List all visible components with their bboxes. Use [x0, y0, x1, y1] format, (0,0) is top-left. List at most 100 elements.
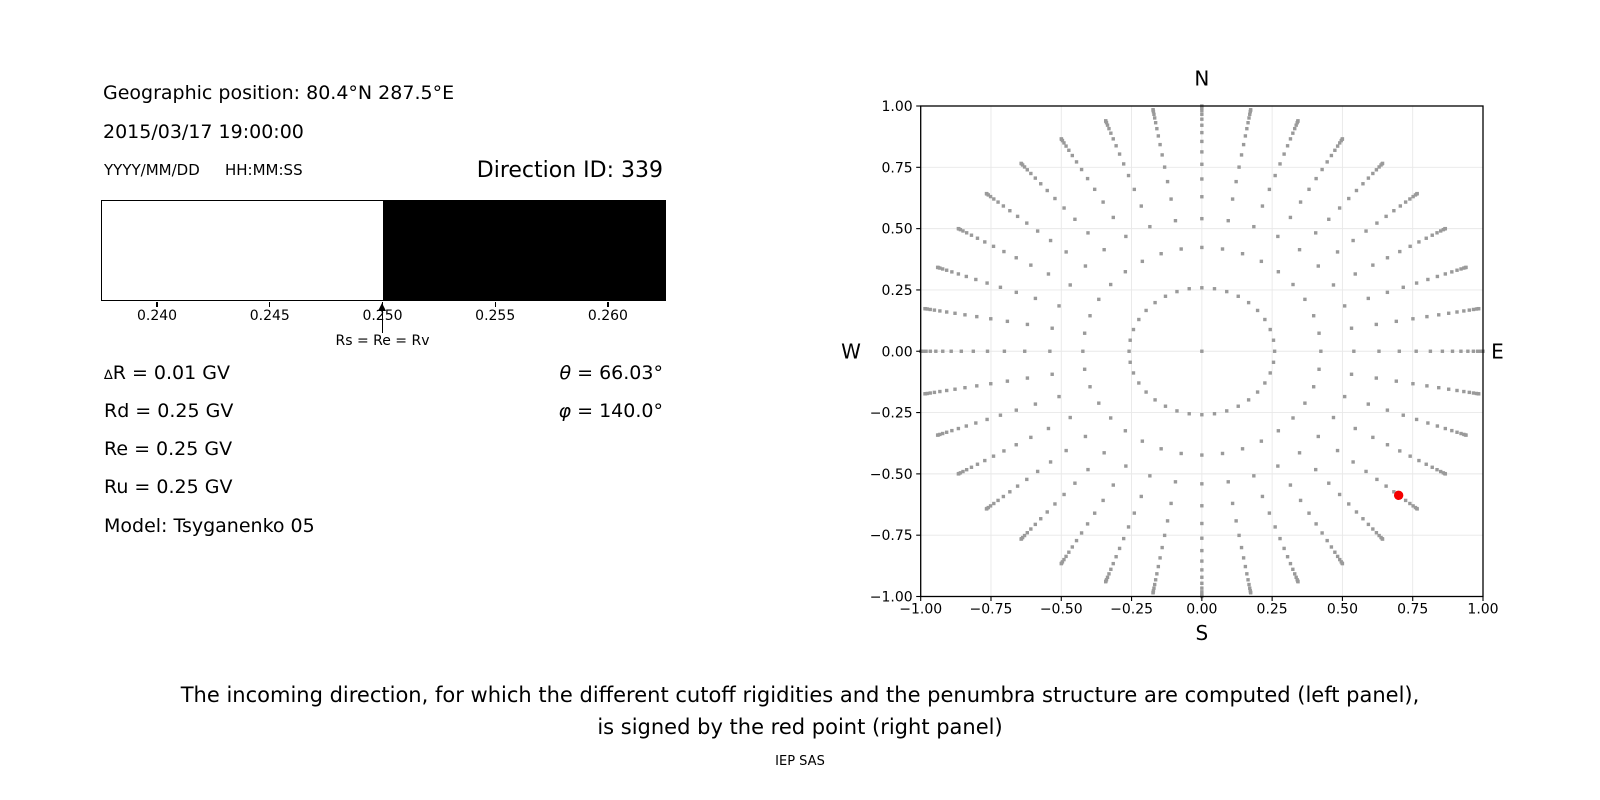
direction-dot [1200, 575, 1204, 579]
direction-dot [1374, 322, 1378, 327]
direction-dot [1366, 402, 1371, 406]
direction-dot [1111, 137, 1115, 141]
direction-dot [1375, 221, 1379, 225]
direction-dot [1455, 430, 1459, 434]
direction-dot [1033, 402, 1038, 406]
direction-dot [1109, 131, 1113, 135]
direction-dot [941, 349, 945, 353]
direction-dot [1160, 153, 1164, 157]
direction-dot [1128, 338, 1132, 342]
direction-dot [1200, 568, 1204, 572]
direction-dot [1158, 142, 1162, 147]
direction-dot [1079, 167, 1084, 172]
direction-dot [1148, 474, 1152, 478]
phi-line: φ = 140.0° [559, 401, 663, 421]
y-tick-label: 1.00 [882, 99, 913, 115]
direction-dot [1394, 319, 1399, 324]
direction-dot [949, 349, 953, 353]
direction-dot [1294, 123, 1298, 127]
direction-dot [1259, 259, 1264, 264]
direction-dot [1074, 160, 1079, 164]
direction-dot [1385, 443, 1390, 447]
direction-dot [940, 267, 945, 271]
direction-dot [1200, 108, 1204, 113]
direction-dot [1319, 349, 1323, 353]
direction-dot [1064, 448, 1068, 453]
direction-dot [1285, 555, 1290, 559]
direction-dot [1248, 589, 1252, 593]
direction-dot [1200, 139, 1204, 144]
direction-dot [1200, 504, 1204, 508]
direction-dot [1200, 453, 1204, 457]
direction-dot [1441, 227, 1445, 232]
theta-line: θ = 66.03° [559, 364, 663, 383]
direction-dot [1374, 168, 1379, 172]
direction-dot [1441, 471, 1445, 475]
direction-dot [1033, 296, 1038, 301]
direction-dot [1248, 112, 1252, 117]
direction-dot [1411, 317, 1415, 321]
direction-dot [1022, 165, 1027, 169]
direction-dot [1377, 349, 1381, 353]
direction-dot [940, 431, 945, 436]
direction-dot [1039, 517, 1043, 521]
direction-dot [1317, 331, 1321, 335]
direction-dot [1329, 545, 1334, 549]
direction-dot [1459, 267, 1463, 271]
direction-dot [1462, 432, 1466, 437]
direction-dot [1070, 545, 1075, 549]
direction-dot [961, 469, 965, 474]
direction-dot [1200, 112, 1204, 117]
direction-dot [1062, 492, 1066, 497]
penumbra-segment [101, 201, 384, 301]
direction-dot [1408, 454, 1412, 458]
direction-dot [1443, 426, 1448, 431]
direction-dot [1005, 379, 1010, 383]
x-tick [269, 302, 271, 308]
direction-dot [1165, 179, 1170, 184]
direction-dot [1014, 290, 1018, 295]
direction-dot [1282, 546, 1286, 551]
direction-dot [1247, 582, 1251, 587]
direction-dot [1435, 467, 1439, 472]
direction-dot [1086, 231, 1090, 235]
direction-dot [1361, 182, 1365, 186]
direction-dot [1234, 519, 1238, 523]
direction-dot [1425, 314, 1429, 319]
direction-dot [1398, 249, 1402, 254]
direction-dot [998, 285, 1003, 290]
direction-dot [1337, 492, 1342, 497]
direction-dot [1081, 349, 1085, 353]
direction-dot [1371, 263, 1375, 267]
direction-dot [1255, 308, 1260, 313]
direction-dot [1243, 134, 1248, 138]
direction-dot [1200, 548, 1204, 553]
direction-dot [1117, 152, 1122, 156]
direction-dot [1101, 200, 1105, 204]
direction-dot [1385, 256, 1390, 260]
direction-dot [1237, 165, 1241, 169]
direction-dot [1159, 252, 1163, 256]
direction-dot [961, 229, 965, 233]
direction-dot [1259, 439, 1264, 443]
direction-dot [1475, 349, 1480, 353]
direction-dot [1349, 372, 1354, 376]
direction-dot [1307, 511, 1311, 515]
direction-dot [1023, 349, 1027, 353]
direction-dot [1267, 187, 1272, 192]
direction-dot [1291, 416, 1295, 420]
rd-line: Rd = 0.25 GV [104, 399, 234, 422]
direction-dot [1240, 447, 1245, 451]
direction-dot [1062, 557, 1066, 562]
direction-dot [1260, 204, 1265, 208]
direction-dot [975, 462, 980, 466]
direction-dot [1320, 531, 1324, 535]
direction-dot [1267, 511, 1272, 515]
direction-dot [1008, 209, 1012, 213]
direction-dot [1424, 236, 1428, 240]
direction-dot [1105, 575, 1110, 580]
direction-dot [938, 266, 942, 270]
direction-dot [1104, 121, 1109, 125]
x-tick-label: 0.245 [249, 307, 290, 324]
direction-dot [1200, 216, 1204, 221]
